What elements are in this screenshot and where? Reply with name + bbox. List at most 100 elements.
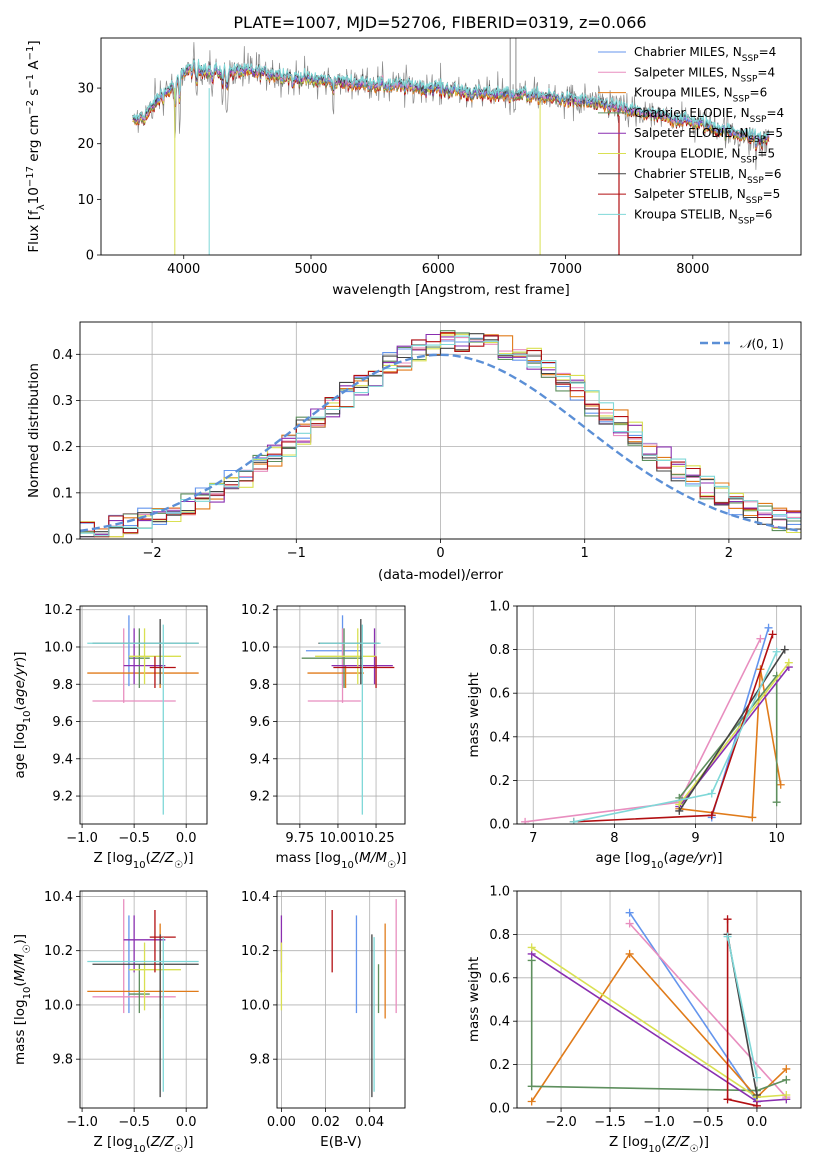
legend-label-kroupa_elodie: Kroupa ELODIE, NSSP=5 xyxy=(634,147,775,166)
subscript: 10 xyxy=(341,860,354,871)
model-spectrum-kroupa_stelib xyxy=(132,59,770,145)
label-part: ( xyxy=(661,1134,666,1150)
label-part: M/M xyxy=(359,850,387,866)
label-part: ( xyxy=(146,850,151,866)
subscript: SSP xyxy=(741,74,758,84)
weight-line-salpeter_miles xyxy=(629,922,787,1098)
weight-marker-chabrier_elodie xyxy=(782,1075,791,1084)
label-part: =6 xyxy=(750,86,768,100)
label-part: )] xyxy=(183,850,194,866)
y-tick-label: 10.2 xyxy=(241,603,270,618)
weight-line-chabrier_elodie xyxy=(678,673,778,803)
weight-marker-salpeter_miles xyxy=(625,919,634,928)
y-tick-label: 9.8 xyxy=(52,1053,73,1068)
y-tick-label: 0.8 xyxy=(489,928,510,943)
subscript: SSP xyxy=(748,135,765,145)
weight-line-kroupa_miles xyxy=(531,952,787,1102)
Z-mass-errorbars xyxy=(87,899,199,1098)
weight-marker-kroupa_miles xyxy=(625,949,634,958)
histogram-steps xyxy=(80,330,801,538)
label-part: M/M xyxy=(12,953,28,981)
y-tick-label: 0.1 xyxy=(52,486,73,501)
y-tick-label: 9.8 xyxy=(249,678,270,693)
y-tick-label: 9.2 xyxy=(52,790,73,805)
y-tick-label: 0.8 xyxy=(489,643,510,658)
x-axis-label: age [log10(age/yr)] xyxy=(595,850,722,871)
x-tick-label: 1 xyxy=(581,546,589,561)
label-part: ( xyxy=(12,705,28,710)
axes-frame xyxy=(276,890,406,1109)
weight-line-salpeter_stelib xyxy=(573,634,774,823)
histogram-chabrier_stelib xyxy=(80,333,801,538)
y-tick-label: 1.0 xyxy=(489,600,510,615)
label-part: ( xyxy=(354,850,359,866)
label-part: −1 xyxy=(25,74,36,89)
weight-marker-chabrier_miles xyxy=(625,908,634,917)
ebv-mass-axes: 0.00 0.02 0.04 9.8 10.0 10.2 10.4 xyxy=(241,890,405,1130)
x-tick-label: 2 xyxy=(725,546,733,561)
label-part: −2 xyxy=(25,100,36,115)
y-tick-label: 9.6 xyxy=(52,715,73,730)
x-tick-label: 4000 xyxy=(167,262,200,277)
y-tick-label: 9.8 xyxy=(249,1053,270,1068)
label-part: Normed distribution xyxy=(26,363,42,498)
weight-marker-kroupa_stelib xyxy=(707,789,716,798)
y-tick-label: 0.3 xyxy=(52,394,73,409)
subscript: ☉ xyxy=(689,1144,698,1155)
weight-line-kroupa_stelib xyxy=(726,936,758,1078)
y-tick-label: 0.4 xyxy=(489,1015,510,1030)
label-part: age/yr xyxy=(12,661,28,706)
label-part: Z/Z xyxy=(150,1134,175,1150)
axes-frame xyxy=(276,605,406,825)
x-tick-label: 10.25 xyxy=(357,831,394,846)
subscript: SSP xyxy=(742,54,759,64)
weight-marker-kroupa_elodie xyxy=(784,658,793,667)
legend-label-chabrier_elodie: Chabrier ELODIE, NSSP=4 xyxy=(634,106,784,125)
label-part: ] xyxy=(26,40,42,45)
y-axis-label: age [log10(age/yr)] xyxy=(12,651,33,778)
y-axis-label: Flux [fλ10−17 erg cm−2 s−1 A−1] xyxy=(25,40,47,252)
x-tick-label: 8000 xyxy=(676,262,709,277)
label-part: mass weight xyxy=(466,957,482,1042)
weight-marker-kroupa_miles xyxy=(776,780,785,789)
subscript: ☉ xyxy=(174,860,183,871)
y-tick-label: 30 xyxy=(77,82,94,97)
label-part: mass weight xyxy=(466,672,482,757)
y-tick-label: 10.4 xyxy=(44,890,73,905)
x-tick-label: −1.0 xyxy=(66,831,98,846)
weight-marker-kroupa_stelib xyxy=(752,1073,761,1082)
label-part: )] xyxy=(396,850,407,866)
weight-marker-salpeter_stelib xyxy=(723,1095,732,1104)
weight-line-kroupa_miles xyxy=(679,669,782,819)
x-tick-label: 0.04 xyxy=(355,1115,384,1130)
y-tick-label: 10.2 xyxy=(241,944,270,959)
label-part: )] xyxy=(712,850,723,866)
axes-frame xyxy=(516,605,802,825)
label-part: 10 xyxy=(26,187,42,204)
y-tick-label: 0.2 xyxy=(489,1058,510,1073)
weight-line-chabrier_stelib xyxy=(678,649,786,812)
label-part: =5 xyxy=(765,126,783,140)
x-axis-label: wavelength [Angstrom, rest frame] xyxy=(332,282,570,298)
y-axis-label: mass [log10(M/M☉)] xyxy=(12,934,33,1065)
x-axis-label: (data-model)/error xyxy=(378,567,504,583)
histogram-salpeter_stelib xyxy=(80,332,801,538)
Z-mass-axes: −1.0 −0.5 0.0 9.8 10.0 10.2 10.4 xyxy=(44,890,207,1130)
x-tick-label: 8 xyxy=(610,831,618,846)
weight-marker-chabrier_elodie xyxy=(772,798,781,807)
label-part: mass [log xyxy=(12,999,28,1065)
label-part: 10 xyxy=(22,711,33,724)
x-tick-label: 0 xyxy=(436,546,444,561)
legend-label-salpeter_elodie: Salpeter ELODIE, NSSP=5 xyxy=(634,126,783,145)
y-tick-label: 0 xyxy=(86,249,94,264)
y-tick-label: 0.4 xyxy=(52,348,73,363)
subscript: SSP xyxy=(750,115,767,125)
subscript: 10 xyxy=(133,860,146,871)
label-part: erg cm xyxy=(26,115,42,166)
legend-label-chabrier_stelib: Chabrier STELIB, NSSP=6 xyxy=(634,167,782,186)
x-axis-label: Z [log10(Z/Z☉)] xyxy=(94,1134,194,1155)
label-part: A xyxy=(26,60,42,74)
weight-marker-kroupa_elodie xyxy=(782,1090,791,1099)
ebv-mass-errorbars xyxy=(280,899,397,1098)
